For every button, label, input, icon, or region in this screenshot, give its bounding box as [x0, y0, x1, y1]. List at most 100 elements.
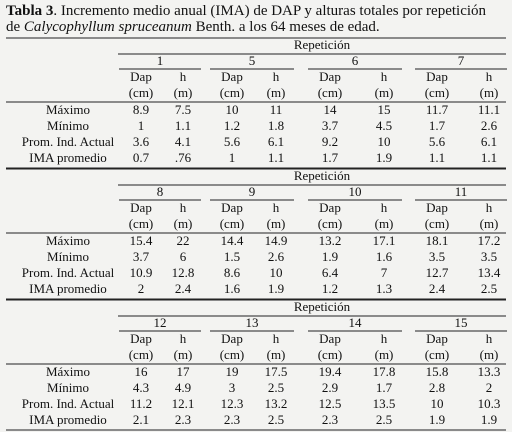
cell: 1.9: [322, 249, 338, 264]
column-name: h: [273, 200, 280, 215]
caption-line: de Calycophyllum spruceanum Benth. a los…: [6, 19, 380, 35]
cell: 2: [138, 281, 145, 296]
column-name: Dap: [130, 69, 152, 84]
column-unit: (cm): [220, 347, 245, 362]
cell: 5.6: [224, 134, 241, 149]
cell: 11.7: [426, 102, 449, 117]
cell: 2.4: [175, 281, 192, 296]
cell: 12.7: [426, 265, 449, 280]
column-unit: (cm): [129, 85, 154, 100]
column-name: h: [381, 331, 388, 346]
rep-number: 13: [246, 315, 259, 330]
cell: 1.1: [481, 150, 497, 165]
row-label: Máximo: [46, 233, 90, 248]
cell: 1.1: [429, 150, 445, 165]
cell: 2.3: [175, 412, 191, 427]
column-name: Dap: [221, 69, 243, 84]
cell: 2.8: [429, 380, 445, 395]
row-label: IMA promedio: [29, 150, 107, 165]
cell: 10.3: [478, 396, 501, 411]
column-unit: (cm): [318, 347, 343, 362]
cell: 12.3: [221, 396, 244, 411]
caption-label: Tabla 3: [6, 3, 53, 19]
cell: 1.7: [322, 150, 339, 165]
cell: 12.1: [172, 396, 195, 411]
species: Calycophyllum spruceanum: [24, 19, 192, 35]
column-name: Dap: [319, 331, 341, 346]
rep-number: 10: [349, 184, 362, 199]
cell: 9.2: [322, 134, 338, 149]
column-name: h: [381, 69, 388, 84]
cell: 10: [270, 265, 283, 280]
rep-number: 5: [249, 53, 256, 68]
rep-number: 12: [154, 315, 167, 330]
column-unit: (cm): [220, 216, 245, 231]
cell: 2.3: [224, 412, 240, 427]
cell: 2.3: [322, 412, 338, 427]
cell: 1.6: [224, 281, 241, 296]
column-unit: (m): [174, 216, 193, 231]
cell: 13.2: [319, 233, 342, 248]
cell: .76: [175, 150, 192, 165]
column-name: h: [180, 331, 187, 346]
row-label: Prom. Ind. Actual: [22, 134, 115, 149]
cell: 2.5: [268, 380, 284, 395]
cell: 1.1: [268, 150, 284, 165]
rep-number: 1: [157, 53, 164, 68]
cell: 13.4: [478, 265, 501, 280]
cell: 11: [270, 102, 283, 117]
cell: 17.1: [373, 233, 396, 248]
group-header: Repetición: [294, 168, 351, 183]
cell: 4.1: [175, 134, 191, 149]
cell: 17.5: [265, 364, 288, 379]
cell: 6.1: [268, 134, 284, 149]
column-name: h: [273, 331, 280, 346]
cell: 14.9: [265, 233, 288, 248]
cell: 1.6: [376, 249, 393, 264]
column-name: h: [486, 69, 493, 84]
cell: 17.2: [478, 233, 501, 248]
row-label: Mínimo: [47, 380, 89, 395]
cell: 3.6: [133, 134, 150, 149]
cell: 1.2: [322, 281, 338, 296]
cell: 3.7: [133, 249, 150, 264]
row-label: Prom. Ind. Actual: [22, 265, 115, 280]
cell: 12.5: [319, 396, 342, 411]
cell: 3.7: [322, 118, 339, 133]
cell: 2.4: [429, 281, 446, 296]
cell: 4.9: [175, 380, 191, 395]
cell: 10: [378, 134, 391, 149]
column-name: Dap: [426, 331, 448, 346]
cell: 1.7: [429, 118, 446, 133]
column-unit: (cm): [425, 85, 450, 100]
column-unit: (m): [267, 216, 286, 231]
group-header: Repetición: [294, 299, 351, 314]
cell: 1.3: [376, 281, 392, 296]
cell: 14.4: [221, 233, 244, 248]
column-name: h: [180, 69, 187, 84]
cell: 1.5: [224, 249, 240, 264]
column-unit: (cm): [425, 216, 450, 231]
rep-number: 8: [157, 184, 164, 199]
cell: 15: [378, 102, 391, 117]
cell: 13.2: [265, 396, 288, 411]
cell: 17.8: [373, 364, 396, 379]
caption-text: de: [6, 19, 24, 35]
column-unit: (cm): [318, 85, 343, 100]
cell: 10: [226, 102, 239, 117]
cell: 16: [135, 364, 149, 379]
cell: 15.8: [426, 364, 449, 379]
cell: 11.1: [478, 102, 500, 117]
caption-line: Tabla 3. Incremento medio anual (IMA) de…: [6, 3, 487, 19]
column-unit: (m): [267, 347, 286, 362]
cell: 2.9: [322, 380, 338, 395]
cell: 1.8: [268, 118, 284, 133]
column-name: Dap: [319, 200, 341, 215]
column-name: h: [486, 331, 493, 346]
rep-number: 9: [249, 184, 256, 199]
column-name: Dap: [426, 69, 448, 84]
column-unit: (cm): [129, 347, 154, 362]
row-label: Mínimo: [47, 118, 89, 133]
cell: 18.1: [426, 233, 449, 248]
cell: 3.5: [481, 249, 497, 264]
